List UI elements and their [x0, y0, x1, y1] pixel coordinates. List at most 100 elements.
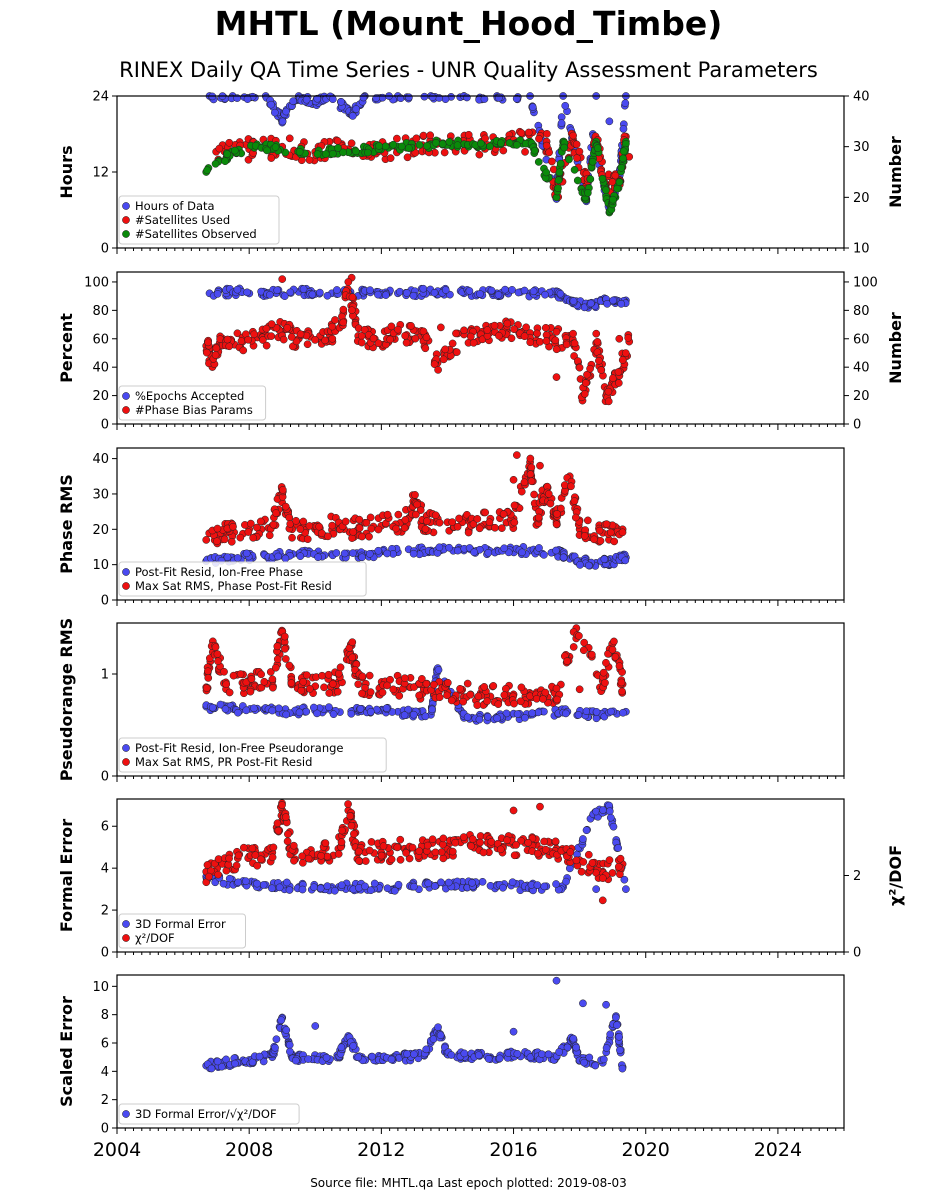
data-point: [453, 546, 462, 555]
data-point: [431, 511, 440, 520]
data-point: [552, 373, 561, 381]
data-point: [222, 680, 231, 689]
data-point: [576, 561, 584, 569]
data-point: [266, 668, 275, 676]
data-point: [606, 528, 615, 537]
data-point: [430, 680, 438, 689]
data-point: [585, 1053, 594, 1062]
data-point: [480, 683, 489, 691]
data-point: [349, 1042, 358, 1050]
data-point: [268, 683, 277, 692]
data-point: [236, 533, 245, 542]
y-tick-label: 100: [84, 275, 109, 290]
data-point: [460, 1049, 469, 1058]
data-point: [347, 709, 356, 718]
data-point: [540, 551, 548, 559]
y-tick-label: 6: [101, 820, 109, 835]
data-point: [528, 709, 537, 717]
data-point: [268, 706, 277, 715]
data-point: [597, 366, 606, 374]
data-point: [253, 879, 261, 888]
data-point: [232, 861, 241, 870]
data-point: [401, 516, 410, 524]
data-point: [473, 515, 482, 523]
data-point: [286, 1047, 294, 1056]
data-point: [409, 710, 418, 719]
data-point: [599, 1055, 608, 1064]
series-blue: [205, 284, 630, 312]
data-point: [404, 705, 413, 714]
data-point: [274, 552, 282, 561]
y2-axis-label: Number: [886, 136, 905, 208]
y-axis-label: Phase RMS: [57, 474, 76, 574]
data-point: [468, 878, 476, 887]
legend-marker: [122, 230, 130, 238]
data-point: [328, 521, 336, 530]
data-point: [565, 155, 573, 164]
data-point: [394, 510, 403, 519]
data-point: [557, 504, 565, 513]
data-point: [606, 1030, 615, 1039]
data-point: [501, 285, 509, 294]
data-point: [389, 685, 398, 694]
data-point: [402, 849, 410, 857]
data-point: [374, 525, 383, 534]
series-red: [202, 273, 634, 406]
data-point: [459, 833, 468, 841]
data-point: [582, 707, 591, 716]
data-point: [590, 535, 598, 544]
data-point: [618, 356, 627, 364]
data-point: [393, 843, 402, 852]
data-point: [541, 323, 550, 332]
data-point: [513, 1050, 522, 1058]
data-point: [410, 683, 418, 691]
data-point: [606, 813, 615, 822]
data-point: [447, 696, 456, 705]
data-point: [503, 319, 512, 328]
data-point: [412, 134, 421, 143]
data-point: [382, 704, 391, 713]
data-point: [242, 706, 251, 715]
data-point: [477, 139, 485, 148]
y2-tick-label: 100: [853, 275, 878, 290]
y-tick-label: 60: [92, 332, 109, 347]
data-point: [526, 470, 535, 479]
data-point: [317, 851, 325, 860]
data-point: [464, 528, 473, 537]
data-point: [434, 366, 442, 374]
legend-marker: [122, 934, 130, 942]
data-point: [563, 657, 571, 665]
data-point: [239, 843, 248, 852]
data-point: [233, 285, 242, 294]
data-point: [309, 703, 318, 712]
data-point: [609, 296, 618, 305]
data-point: [247, 675, 256, 683]
data-point: [229, 671, 238, 680]
data-point: [267, 154, 276, 162]
series-blue: [202, 664, 630, 725]
data-point: [357, 338, 366, 347]
data-point: [444, 878, 453, 887]
data-point: [341, 517, 350, 526]
legend-box: [118, 195, 280, 245]
data-point: [305, 522, 314, 530]
data-point: [323, 291, 332, 300]
data-point: [250, 704, 258, 713]
legend-label: Post-Fit Resid, Ion-Free Pseudorange: [135, 741, 343, 755]
data-point: [484, 713, 492, 721]
data-point: [275, 883, 284, 892]
x-tick-label: 2012: [357, 1139, 405, 1161]
data-point: [359, 93, 368, 102]
data-point: [237, 337, 246, 345]
data-point: [225, 342, 234, 351]
data-point: [411, 334, 420, 343]
data-point: [570, 497, 579, 505]
data-point: [324, 532, 332, 541]
data-point: [302, 707, 311, 716]
legend-box: [118, 1103, 300, 1125]
data-point: [584, 561, 593, 570]
data-point: [255, 1052, 264, 1061]
data-point: [400, 711, 409, 719]
data-point: [541, 688, 550, 697]
data-point: [355, 524, 364, 532]
